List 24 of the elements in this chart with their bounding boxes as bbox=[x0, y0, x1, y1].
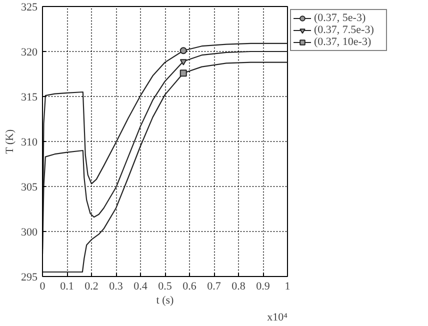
x-tick-label: 0.4 bbox=[134, 280, 148, 292]
x-tick-label: 1 bbox=[284, 280, 290, 292]
y-tick-label: 320 bbox=[21, 46, 38, 58]
x-axis-title: t (s) bbox=[156, 294, 174, 306]
legend-label: (0.37, 10e-3) bbox=[314, 36, 372, 48]
x-tick-label: 0.9 bbox=[256, 280, 270, 292]
y-tick-label: 305 bbox=[21, 182, 38, 194]
x-tick-label: 0.6 bbox=[182, 280, 197, 292]
x-tick-label: 0 bbox=[40, 280, 46, 292]
x-tick-label: 0.5 bbox=[158, 280, 172, 292]
text: x10⁴ bbox=[267, 312, 288, 324]
y-tick-label: 315 bbox=[21, 92, 38, 104]
y-tick-label: 325 bbox=[21, 2, 38, 14]
y-tick-label: 310 bbox=[21, 136, 38, 148]
y-tick-label: 300 bbox=[21, 226, 38, 238]
x-tick-label: 0.7 bbox=[207, 280, 222, 292]
y-axis-title: T (K) bbox=[4, 128, 16, 154]
x-tick-label: 0.8 bbox=[232, 280, 246, 292]
x-tick-label: 0.2 bbox=[84, 280, 98, 292]
x-tick-label: 0.1 bbox=[60, 280, 74, 292]
x-tick-label: 0.3 bbox=[109, 280, 124, 292]
legend-label: (0.37, 7.5e-3) bbox=[314, 24, 375, 36]
y-tick-label: 295 bbox=[21, 272, 38, 284]
legend-label: (0.37, 5e-3) bbox=[314, 12, 367, 24]
